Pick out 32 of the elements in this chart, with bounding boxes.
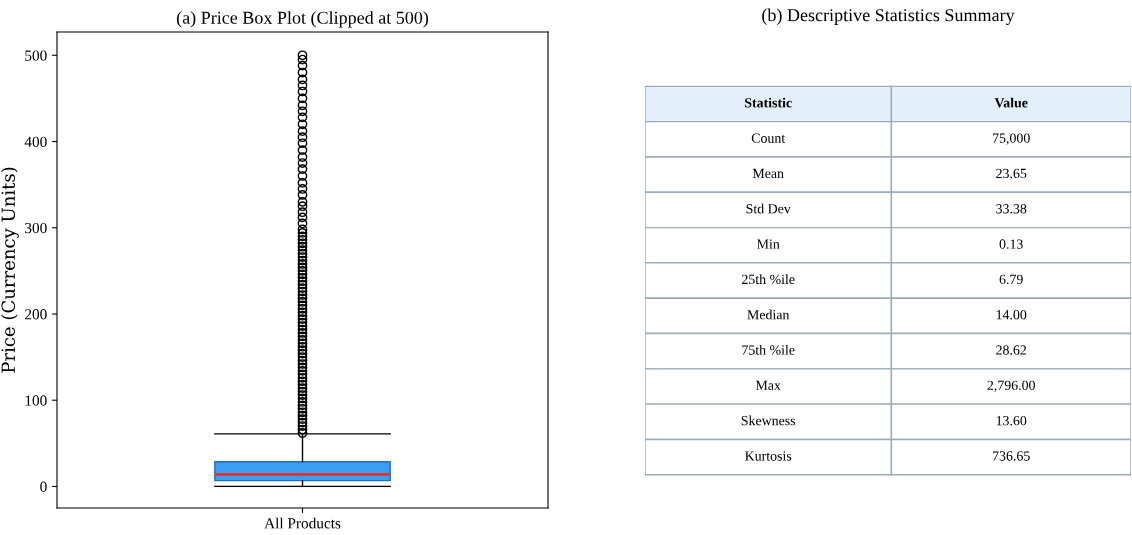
- text: 28.62: [996, 345, 1027, 355]
- category-label: Max: [755, 380, 781, 390]
- y-tick-label: 200: [25, 309, 47, 320]
- category-label: Kurtosis: [745, 451, 792, 461]
- category-label: 75th %ile: [742, 344, 795, 355]
- y-tick-label: 300: [25, 222, 47, 234]
- category-label: Statistic: [745, 97, 792, 108]
- x-tick-label: All Products: [264, 517, 341, 529]
- text: 0.13: [999, 239, 1023, 249]
- text: 75,000: [993, 133, 1030, 145]
- y-tick-label: 400: [24, 136, 47, 147]
- text: 736.65: [993, 451, 1030, 461]
- y-tick-label: 500: [25, 50, 47, 61]
- category-label: Min: [757, 239, 780, 249]
- text: 6.79: [999, 274, 1023, 285]
- category-label: Skewness: [741, 415, 796, 426]
- text: (b) Descriptive Statistics Summary: [762, 8, 1015, 25]
- category-label: Value: [994, 97, 1028, 108]
- text: 33.38: [996, 204, 1027, 214]
- text: 2,796.00: [987, 380, 1035, 392]
- category-label: Std Dev: [746, 203, 791, 214]
- y-tick-label: 0: [40, 481, 47, 492]
- y-axis-title: Price (Currency Units): [1, 167, 19, 373]
- text: 13.60: [996, 415, 1027, 426]
- text: 23.65: [996, 168, 1027, 179]
- category-label: Median: [747, 309, 790, 320]
- category-label: 25th %ile: [742, 274, 795, 285]
- category-label: Mean: [752, 168, 784, 179]
- text: 14.00: [996, 309, 1027, 320]
- chart-title: (a) Price Box Plot (Clipped at 500): [176, 11, 429, 28]
- y-tick-label: 100: [25, 395, 47, 406]
- category-label: Count: [751, 133, 786, 143]
